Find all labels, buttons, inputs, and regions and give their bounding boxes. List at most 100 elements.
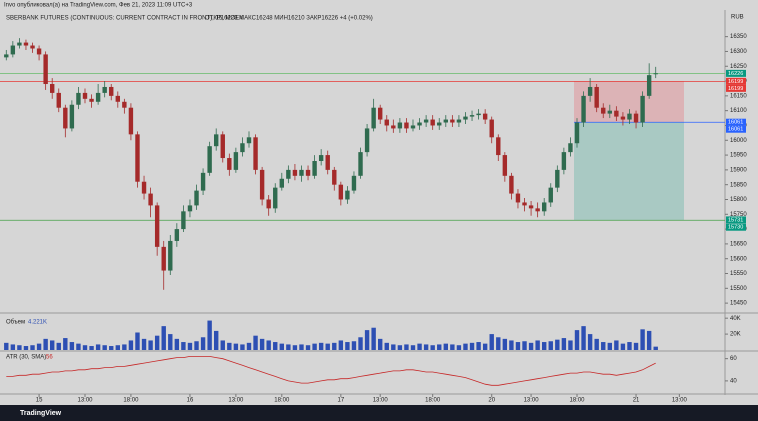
- y-tick-label: 15900: [730, 167, 747, 173]
- volume-bar: [233, 343, 239, 350]
- volume-bar: [4, 342, 9, 350]
- candle-body: [325, 155, 330, 170]
- volume-bar: [423, 344, 429, 350]
- volume-bar: [174, 338, 180, 350]
- candle-body: [371, 107, 376, 129]
- volume-bar: [378, 338, 383, 350]
- volume-bar: [194, 341, 199, 350]
- candle-body: [581, 95, 586, 123]
- candle-body: [561, 152, 567, 170]
- candle-body: [135, 134, 140, 182]
- candle-body: [240, 143, 245, 153]
- candle-body: [89, 98, 94, 102]
- candle-body: [154, 205, 160, 247]
- y-tick-label: 15750: [730, 212, 747, 218]
- price-label: 16061: [728, 120, 743, 126]
- candle-body: [469, 115, 475, 117]
- price-label-bg: [726, 69, 746, 77]
- candle-body: [338, 184, 344, 200]
- candle-body: [102, 86, 107, 93]
- volume-bar: [391, 344, 396, 350]
- candle-body: [207, 146, 212, 173]
- volume-bar: [371, 327, 376, 350]
- volume-bar: [345, 342, 350, 350]
- volume-bar: [456, 345, 462, 350]
- y-tick-label: 15550: [730, 271, 747, 277]
- candle-body: [259, 169, 265, 200]
- candle-body: [109, 86, 114, 96]
- volume-bar: [76, 343, 81, 350]
- candle-body: [82, 92, 88, 99]
- candle-body: [568, 143, 573, 153]
- volume-bar: [318, 342, 324, 350]
- candle-body: [496, 137, 501, 156]
- volume-bar: [10, 344, 16, 350]
- volume-bar: [463, 343, 468, 350]
- volume-bar: [325, 343, 330, 350]
- volume-bar: [82, 345, 88, 350]
- volume-bar: [95, 344, 101, 350]
- volume-bar: [299, 344, 304, 350]
- candle-body: [456, 119, 462, 123]
- volume-bar: [168, 334, 173, 350]
- candle-body: [69, 104, 75, 129]
- x-tick-label: 21: [633, 398, 640, 404]
- x-tick-label: 18:00: [425, 398, 441, 404]
- candle-body: [233, 152, 239, 170]
- candle-body: [200, 172, 206, 191]
- y-tick-label: 40: [730, 378, 737, 384]
- volume-bar: [214, 330, 219, 350]
- volume-bar: [443, 343, 448, 350]
- x-tick-label: 13:00: [228, 398, 244, 404]
- candle-body: [378, 107, 383, 120]
- candle-body: [404, 122, 409, 129]
- volume-bar: [43, 338, 48, 350]
- candle-body: [489, 119, 494, 138]
- y-tick-label: 20K: [730, 332, 741, 338]
- candle-body: [10, 45, 16, 55]
- candle-body: [476, 113, 481, 116]
- volume-bar: [351, 341, 357, 350]
- candle-body: [4, 54, 9, 58]
- candle-body: [430, 119, 435, 126]
- y-tick-label: 16150: [730, 93, 747, 99]
- y-tick-label: 16300: [730, 49, 747, 55]
- candle-body: [174, 229, 180, 241]
- candle-body: [56, 92, 61, 108]
- volume-bar: [246, 342, 252, 350]
- candle-body: [36, 48, 42, 55]
- candle-body: [50, 84, 55, 93]
- candle-body: [542, 202, 547, 212]
- volume-bar: [122, 344, 127, 350]
- y-tick-label: 15850: [730, 182, 747, 188]
- price-label: 15731: [728, 217, 743, 223]
- candle-body: [141, 181, 147, 194]
- candle-body: [548, 187, 553, 203]
- candle-body: [23, 42, 29, 46]
- candle-body: [587, 86, 593, 96]
- y-tick-label: 15800: [730, 197, 747, 203]
- candle-body: [30, 45, 35, 49]
- volume-bar: [614, 340, 619, 350]
- volume-bar: [561, 338, 567, 350]
- y-tick-label: 40K: [730, 316, 741, 322]
- volume-value: 4.221K: [28, 320, 47, 326]
- footer-logo: TradingView: [20, 410, 62, 417]
- candle-body: [95, 92, 101, 102]
- candle-body: [620, 116, 626, 120]
- candle-body: [482, 113, 488, 120]
- ohlc-legend: ОТКР16223 МАКС16248 МИН16210 ЗАКР16226 +…: [205, 16, 373, 22]
- y-tick-label: 15450: [730, 301, 747, 307]
- target-zone: [574, 122, 684, 220]
- candle-body: [43, 54, 48, 85]
- volume-bar: [312, 343, 317, 350]
- x-tick-label: 17: [337, 398, 344, 404]
- candle-body: [417, 122, 422, 126]
- candle-body: [214, 134, 219, 147]
- volume-bar: [528, 342, 534, 350]
- volume-bar: [482, 343, 488, 350]
- x-tick-label: 18:00: [123, 398, 139, 404]
- y-tick-label: 16000: [730, 138, 747, 144]
- price-label-bg: [726, 118, 746, 126]
